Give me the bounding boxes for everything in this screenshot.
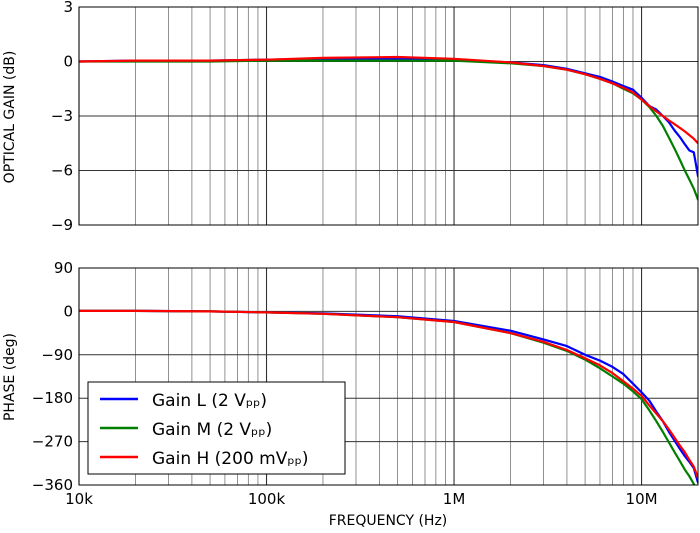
phase-y-axis-label: PHASE (deg) [2,333,18,421]
x-axis-label: FREQUENCY (Hz) [329,513,448,529]
phase-series-lines [79,309,698,485]
y-tick-label: 90 [54,259,73,277]
y-tick-label: −6 [51,162,73,180]
gain-panel: 3 0 −3 −6 −9 OPTICAL GAIN (dB) [2,0,699,234]
plot-frame [78,6,699,226]
gain-series-lines [79,55,698,201]
legend-label: Gain M (2 Vₚₚ) [152,420,272,440]
y-tick-label: −90 [41,346,73,364]
y-tick-label: −3 [51,107,73,125]
legend: Gain L (2 Vₚₚ) Gain M (2 Vₚₚ) Gain H (20… [87,381,346,475]
series-line [79,55,698,145]
y-tick-label: 3 [63,0,73,16]
gain-y-axis-label: OPTICAL GAIN (dB) [2,51,18,184]
x-tick-label: 10M [626,490,658,508]
x-tick-label: 100k [248,490,286,508]
legend-entry: Gain M (2 Vₚₚ) [100,420,272,440]
legend-label: Gain H (200 mVₚₚ) [152,449,309,469]
y-tick-label: 0 [63,53,73,71]
series-group [79,309,698,485]
y-tick-label: −360 [32,476,73,494]
legend-entry: Gain L (2 Vₚₚ) [100,391,267,411]
series-group [79,55,698,201]
legend-entry: Gain H (200 mVₚₚ) [100,449,309,469]
y-tick-label: −9 [51,216,73,234]
y-tick-label: −180 [32,389,73,407]
y-tick-label: −270 [32,433,73,451]
x-tick-label: 10k [65,490,93,508]
y-tick-label: 0 [63,302,73,320]
x-tick-label: 1M [443,490,466,508]
gain-axes: 3 0 −3 −6 −9 [51,0,699,234]
legend-label: Gain L (2 Vₚₚ) [152,391,267,411]
series-line [79,309,698,479]
plot-frame [78,267,699,486]
